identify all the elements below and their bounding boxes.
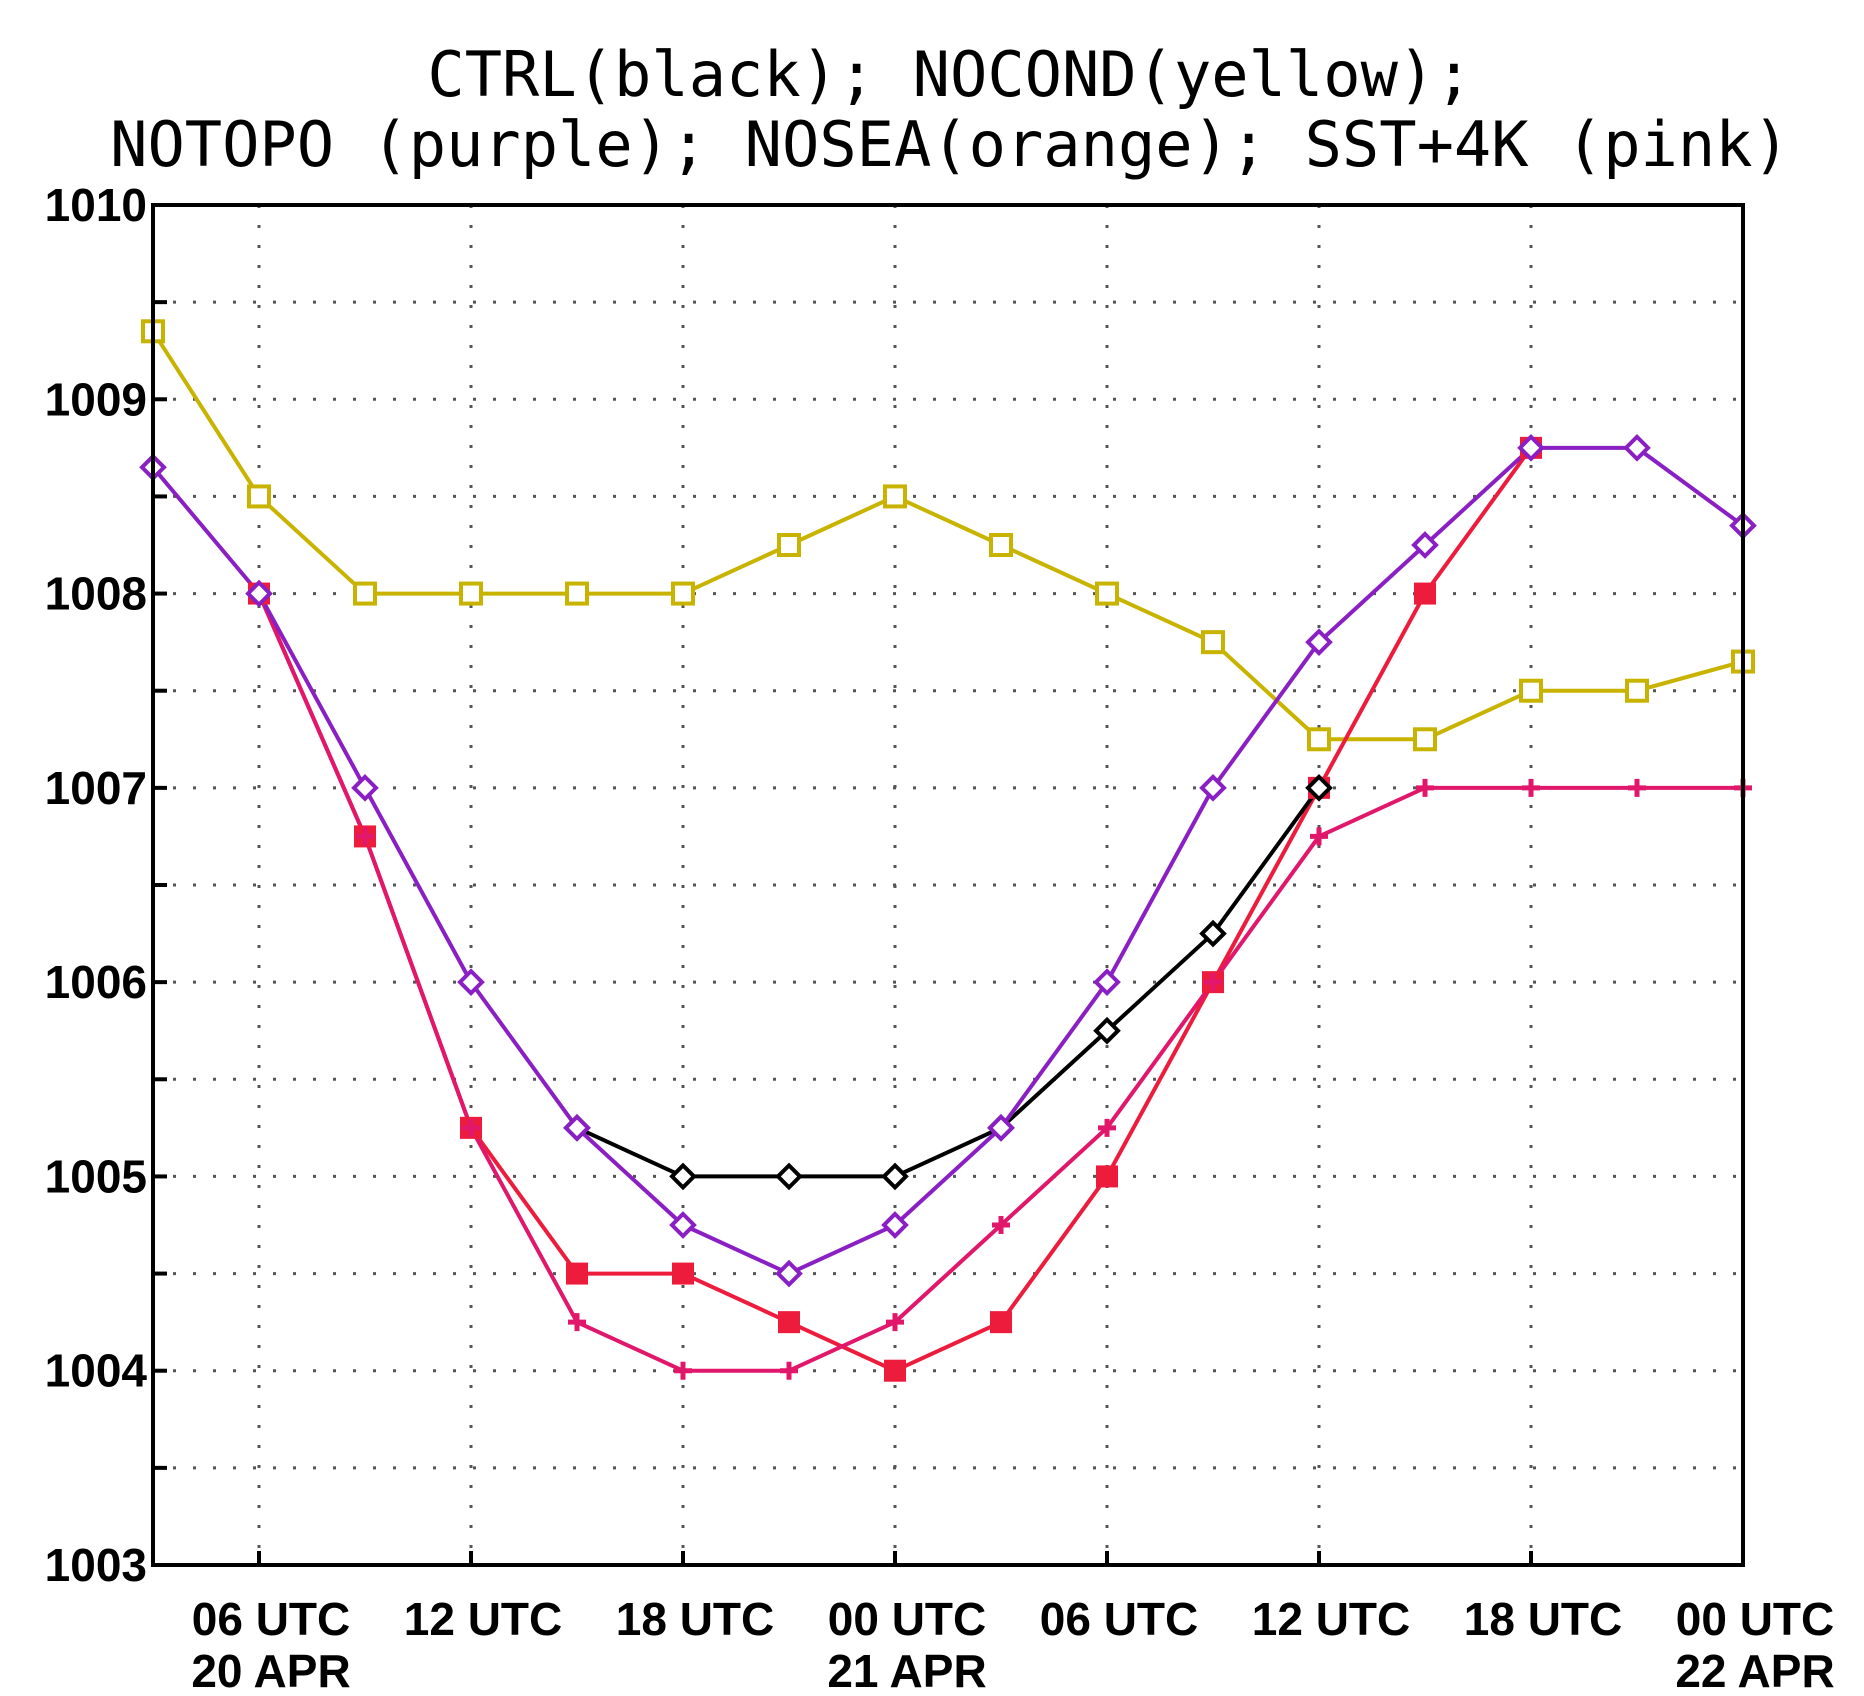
y-tick-label: 1007 bbox=[45, 762, 147, 814]
ctrl-point bbox=[1199, 919, 1227, 948]
y-tick-label: 1003 bbox=[45, 1539, 147, 1591]
x-tick-label: 12 UTC bbox=[404, 1593, 562, 1645]
notopo-line bbox=[151, 445, 1745, 1276]
x-tick-sublabel: 22 APR bbox=[1675, 1645, 1834, 1696]
y-tick-label: 1005 bbox=[45, 1150, 147, 1202]
ctrl-point bbox=[775, 1162, 803, 1191]
x-tick-sublabel: 20 APR bbox=[191, 1645, 350, 1696]
notopo-point bbox=[1093, 968, 1121, 996]
x-tick-sublabel: 21 APR bbox=[827, 1645, 986, 1696]
ctrl-point bbox=[669, 1162, 697, 1191]
nocond-point bbox=[1201, 630, 1225, 655]
nocond-point bbox=[1625, 678, 1649, 703]
notopo-point bbox=[1305, 628, 1333, 656]
x-tick-label: 00 UTC bbox=[1676, 1593, 1834, 1645]
nocond-point bbox=[1413, 727, 1437, 752]
sst-4k-point bbox=[1204, 973, 1222, 992]
notopo-point bbox=[1517, 434, 1545, 462]
chart-title-line-2: NOTOPO (purple); NOSEA(orange); SST+4K (… bbox=[110, 108, 1790, 181]
sst-4k-point bbox=[780, 1361, 798, 1380]
x-tick-label: 06 UTC bbox=[192, 1593, 350, 1645]
series-lines bbox=[151, 330, 1745, 1373]
notopo-point bbox=[1411, 531, 1439, 559]
ctrl-point bbox=[881, 1162, 909, 1191]
notopo-point bbox=[669, 1211, 697, 1239]
notopo-point bbox=[987, 1114, 1015, 1142]
notopo-point bbox=[881, 1211, 909, 1239]
nocond-point bbox=[989, 533, 1013, 557]
nosea-point bbox=[778, 1311, 800, 1334]
grid-lines bbox=[153, 205, 1743, 1565]
nosea-point bbox=[672, 1262, 694, 1285]
x-tick-label: 00 UTC bbox=[828, 1593, 986, 1645]
sst-4k-point bbox=[1098, 1118, 1116, 1137]
nosea-point bbox=[566, 1262, 588, 1285]
nocond-point bbox=[1307, 727, 1331, 752]
x-tick-label: 06 UTC bbox=[1040, 1593, 1198, 1645]
ctrl-line bbox=[576, 786, 1321, 1179]
sst-4k-point bbox=[568, 1313, 586, 1332]
nosea-point bbox=[884, 1359, 906, 1382]
sst-4k-point bbox=[1310, 827, 1328, 846]
notopo-point bbox=[1623, 434, 1651, 462]
nocond-point bbox=[353, 581, 377, 606]
sst-4k-point bbox=[1416, 778, 1434, 797]
nosea-point bbox=[1414, 582, 1436, 605]
nocond-point bbox=[565, 581, 589, 606]
nocond-point bbox=[671, 581, 695, 606]
x-tick-label: 18 UTC bbox=[616, 1593, 774, 1645]
notopo-point bbox=[1199, 774, 1227, 802]
plot-frame bbox=[151, 203, 1745, 1567]
nocond-point bbox=[1519, 678, 1543, 703]
nocond-line bbox=[151, 330, 1744, 742]
chart-title-line-1: CTRL(black); NOCOND(yellow); bbox=[427, 38, 1472, 111]
notopo-point bbox=[457, 968, 485, 996]
nosea-point bbox=[990, 1311, 1012, 1334]
ctrl-point bbox=[1305, 774, 1333, 802]
series-markers bbox=[139, 319, 1757, 1382]
ctrl-point bbox=[1093, 1016, 1121, 1045]
sst-4k-point bbox=[992, 1216, 1010, 1234]
sst-4k-point bbox=[674, 1361, 692, 1380]
notopo-point bbox=[775, 1259, 803, 1288]
nocond-point bbox=[459, 581, 483, 606]
x-tick-label: 12 UTC bbox=[1252, 1593, 1410, 1645]
sst-4k-point bbox=[356, 827, 374, 846]
x-tick-label: 18 UTC bbox=[1464, 1593, 1622, 1645]
y-tick-label: 1004 bbox=[45, 1345, 148, 1397]
sst-4k-point bbox=[1522, 778, 1540, 797]
notopo-point bbox=[563, 1114, 591, 1142]
nocond-point bbox=[777, 533, 801, 557]
y-tick-label: 1008 bbox=[45, 568, 147, 620]
nocond-point bbox=[1095, 581, 1119, 606]
notopo-point bbox=[351, 774, 379, 802]
notopo-point bbox=[245, 579, 273, 608]
nosea-point bbox=[1096, 1165, 1118, 1188]
sst-4k-point bbox=[886, 1313, 904, 1332]
nocond-point bbox=[883, 484, 907, 509]
y-tick-label: 1006 bbox=[45, 956, 147, 1008]
nocond-point bbox=[247, 484, 271, 509]
sst-4k-point bbox=[462, 1118, 480, 1137]
sst-4k-point bbox=[1628, 778, 1646, 797]
y-tick-label: 1009 bbox=[45, 373, 147, 425]
y-tick-label: 1010 bbox=[45, 179, 147, 231]
